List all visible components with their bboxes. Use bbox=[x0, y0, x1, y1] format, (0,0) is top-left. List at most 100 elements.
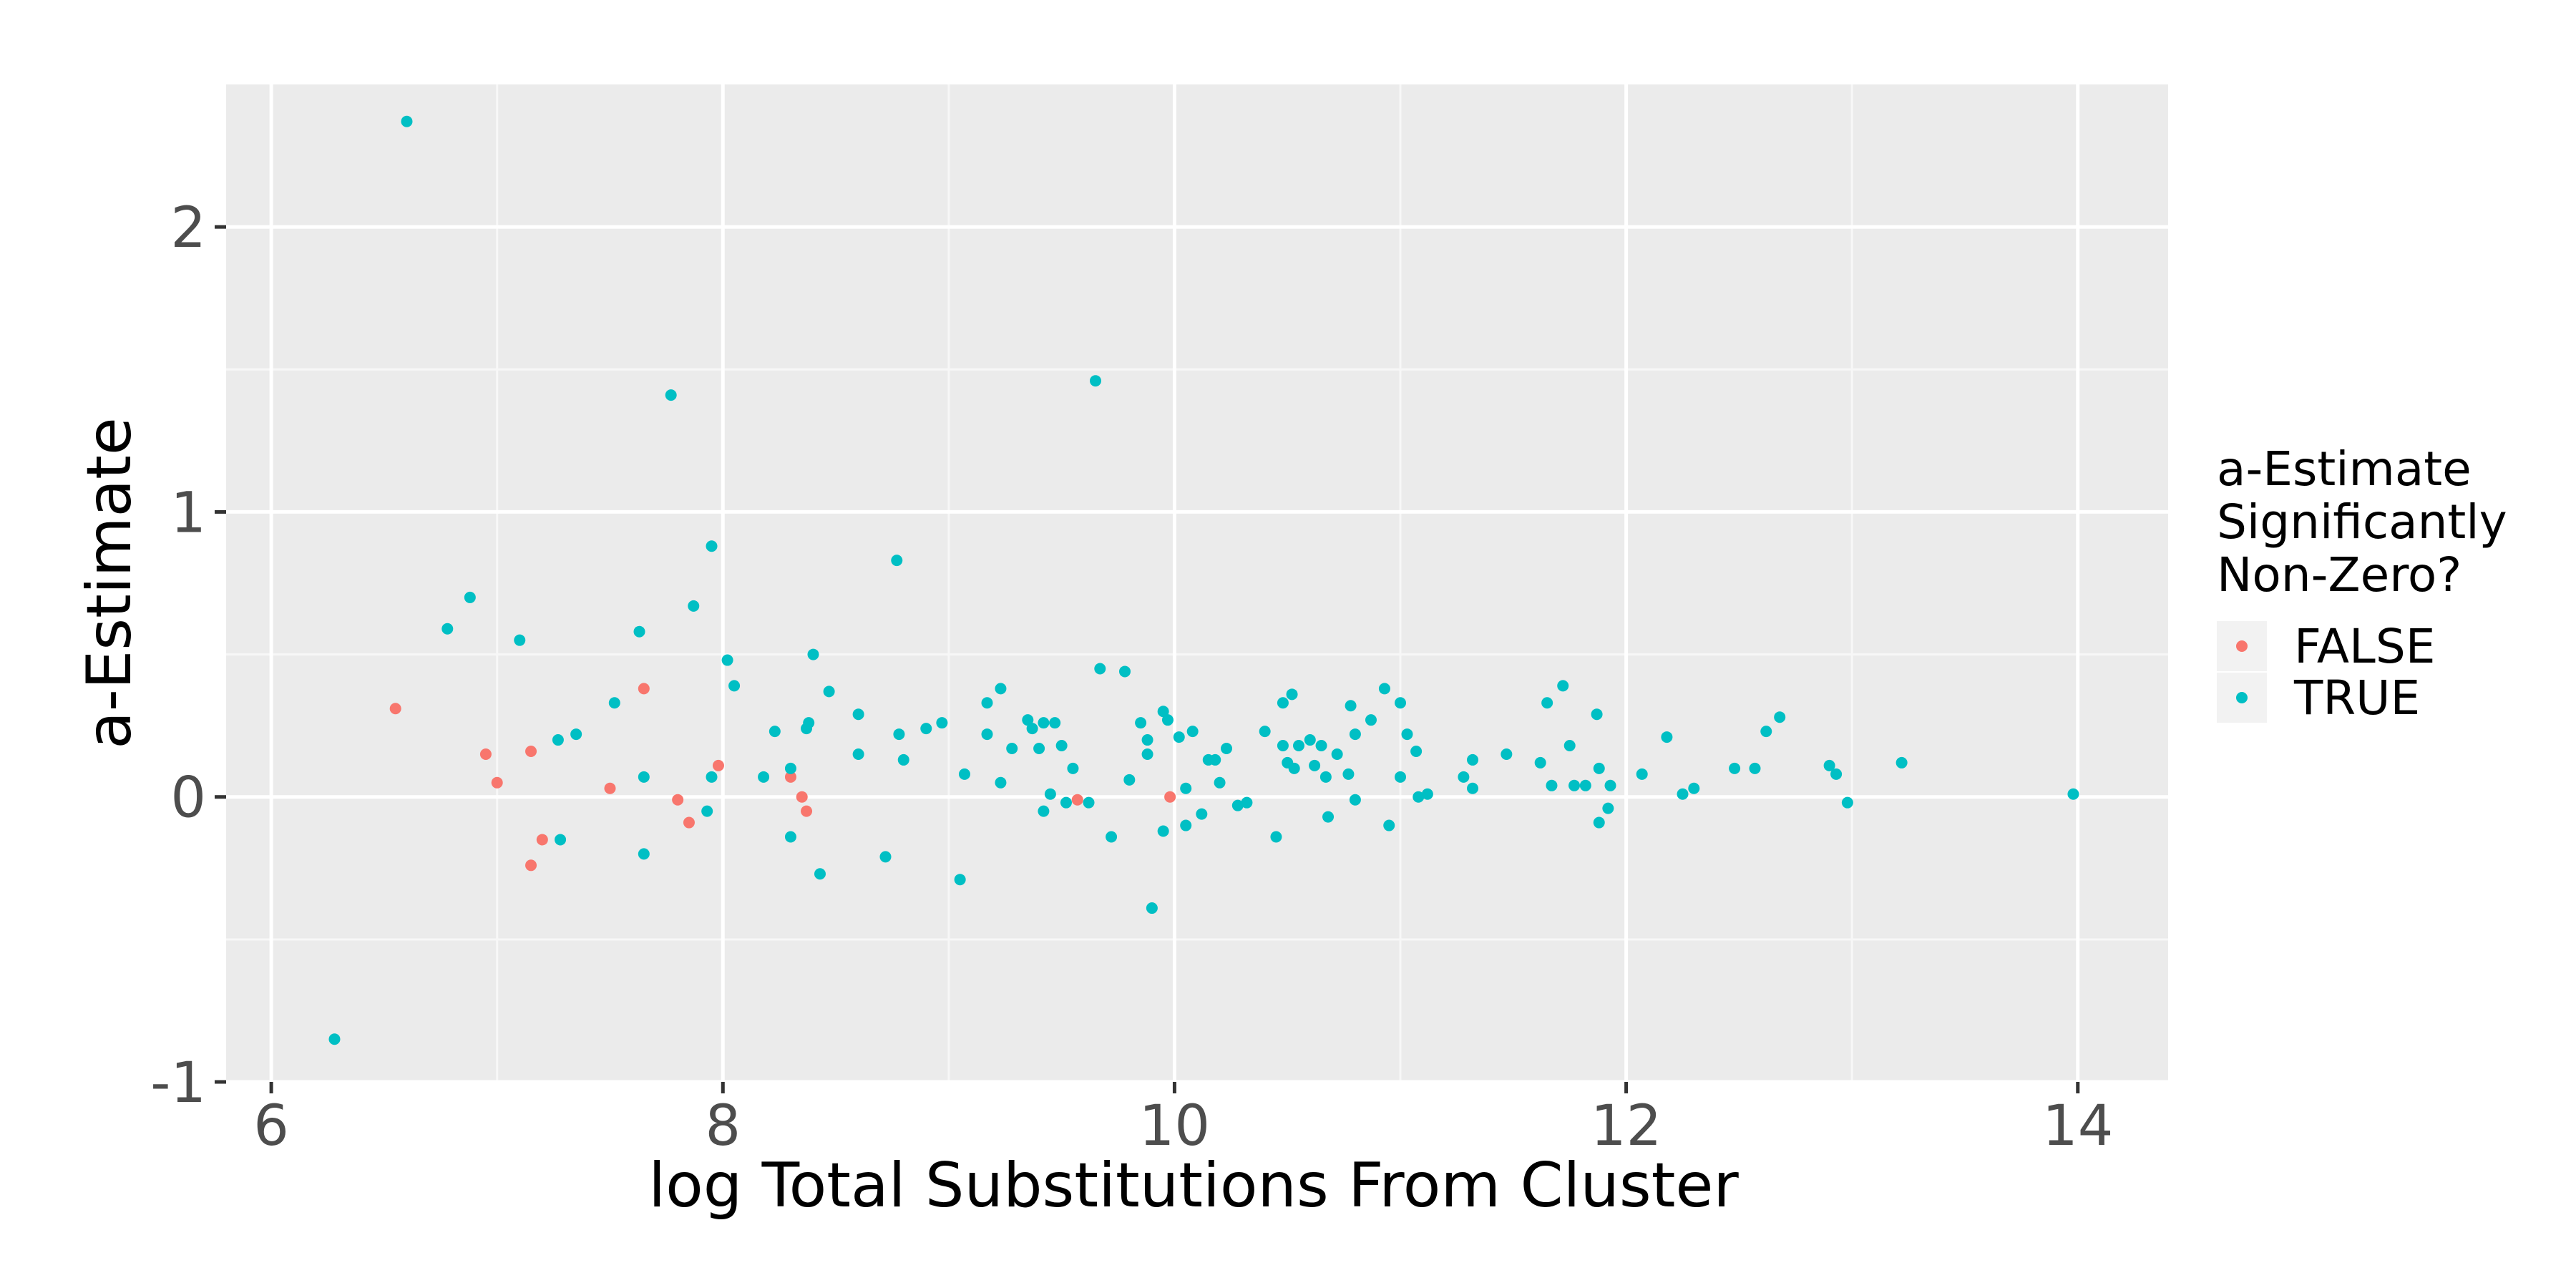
data-point bbox=[525, 745, 537, 757]
series-false bbox=[389, 683, 1176, 872]
data-point bbox=[701, 805, 713, 817]
data-point bbox=[608, 697, 620, 709]
data-point bbox=[328, 1033, 341, 1045]
data-points bbox=[328, 115, 2079, 1045]
data-point bbox=[491, 776, 503, 789]
data-point bbox=[1501, 748, 1513, 760]
data-point bbox=[1841, 796, 1853, 809]
data-point bbox=[604, 782, 616, 794]
data-point bbox=[995, 683, 1007, 695]
data-point bbox=[570, 728, 582, 741]
data-point bbox=[1157, 825, 1169, 837]
data-point bbox=[683, 816, 695, 829]
data-point bbox=[1365, 714, 1377, 726]
data-point bbox=[1830, 768, 1843, 780]
data-point bbox=[1331, 748, 1343, 760]
data-point bbox=[1141, 748, 1153, 760]
data-point bbox=[1410, 745, 1423, 757]
data-point bbox=[814, 868, 826, 880]
data-point bbox=[1067, 762, 1079, 774]
data-point bbox=[1083, 796, 1095, 809]
data-point bbox=[1033, 743, 1045, 755]
data-point bbox=[1123, 774, 1136, 786]
data-point bbox=[784, 762, 796, 774]
y-axis-tick-labels: -1 0 1 2 bbox=[150, 196, 206, 1116]
data-point bbox=[1146, 902, 1158, 914]
data-point bbox=[1395, 771, 1407, 783]
data-point bbox=[769, 726, 781, 738]
data-point bbox=[1049, 717, 1061, 729]
data-point bbox=[638, 848, 650, 860]
data-point bbox=[555, 834, 567, 846]
data-point bbox=[552, 734, 564, 746]
data-point bbox=[1164, 791, 1176, 803]
data-point bbox=[672, 794, 684, 806]
data-point bbox=[803, 717, 815, 729]
data-point bbox=[1677, 788, 1689, 800]
axis-ticks bbox=[215, 225, 2080, 1093]
data-point bbox=[784, 831, 796, 843]
data-point bbox=[1579, 779, 1591, 791]
x-axis-tick-labels: 6 8 10 12 14 bbox=[253, 1094, 2113, 1158]
data-point bbox=[1277, 740, 1289, 752]
data-point bbox=[1413, 791, 1425, 803]
data-point bbox=[807, 648, 819, 660]
legend-key-true-dot bbox=[2236, 692, 2248, 703]
data-point bbox=[638, 683, 650, 695]
data-point bbox=[1161, 714, 1174, 726]
data-point bbox=[1661, 731, 1673, 743]
data-point bbox=[1209, 753, 1221, 766]
data-point bbox=[1119, 665, 1131, 678]
data-point bbox=[1636, 768, 1648, 780]
data-point bbox=[879, 851, 892, 863]
data-point bbox=[1349, 728, 1361, 741]
data-point bbox=[464, 591, 476, 603]
data-point bbox=[721, 654, 733, 666]
data-point bbox=[1094, 663, 1106, 675]
data-point bbox=[688, 600, 700, 612]
y-tick-label: 2 bbox=[170, 196, 206, 260]
data-point bbox=[1241, 796, 1253, 809]
data-point bbox=[665, 389, 677, 401]
data-point bbox=[1823, 759, 1835, 771]
x-axis-title: log Total Substitutions From Cluster bbox=[648, 1150, 1739, 1221]
data-point bbox=[1270, 831, 1282, 843]
data-point bbox=[1322, 811, 1335, 823]
data-point bbox=[401, 115, 413, 127]
y-axis-title: a-Estimate bbox=[74, 417, 145, 749]
x-tick-label: 6 bbox=[253, 1094, 289, 1158]
data-point bbox=[1006, 743, 1018, 755]
data-point bbox=[525, 859, 537, 872]
data-point bbox=[897, 753, 909, 766]
data-point bbox=[1044, 788, 1056, 800]
data-point bbox=[981, 697, 993, 709]
data-point bbox=[852, 708, 864, 721]
data-point bbox=[441, 623, 454, 635]
data-point bbox=[1288, 762, 1300, 774]
data-point bbox=[1896, 756, 1908, 769]
data-point bbox=[1221, 743, 1233, 755]
data-point bbox=[958, 768, 970, 780]
data-point bbox=[1729, 762, 1741, 774]
data-point bbox=[1038, 717, 1050, 729]
data-point bbox=[1604, 779, 1616, 791]
y-tick-label: -1 bbox=[150, 1051, 206, 1116]
data-point bbox=[1186, 726, 1199, 738]
data-point bbox=[995, 776, 1007, 789]
data-point bbox=[1180, 819, 1192, 831]
data-point bbox=[1591, 708, 1603, 721]
data-point bbox=[1383, 819, 1395, 831]
major-gridlines bbox=[226, 84, 2168, 1084]
legend-key-false-dot bbox=[2236, 640, 2248, 652]
data-point bbox=[1259, 726, 1271, 738]
data-point bbox=[1026, 723, 1038, 735]
data-point bbox=[954, 874, 966, 886]
data-point bbox=[1315, 740, 1327, 752]
legend-label-true: TRUE bbox=[2293, 670, 2420, 726]
data-point bbox=[893, 728, 905, 741]
data-point bbox=[1458, 771, 1470, 783]
data-point bbox=[1401, 728, 1413, 741]
series-true bbox=[328, 115, 2079, 1045]
data-point bbox=[1557, 680, 1569, 692]
data-point bbox=[784, 771, 796, 783]
